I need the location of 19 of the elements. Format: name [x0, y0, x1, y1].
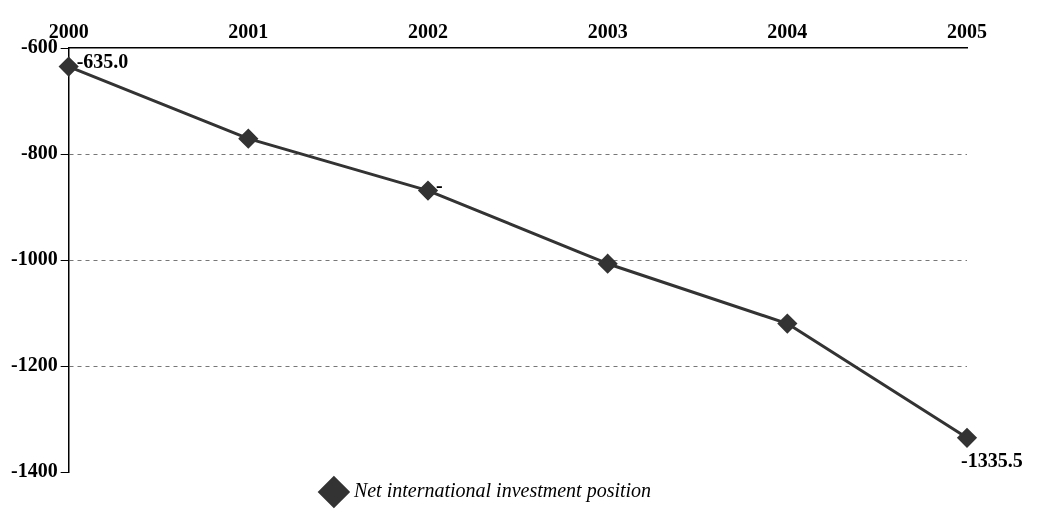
point	[777, 314, 797, 334]
data-label: -1335.5	[961, 448, 1023, 471]
point	[418, 181, 438, 201]
point	[598, 254, 618, 274]
x-tick-label: 2001	[228, 20, 269, 43]
x-tick-label: 2005	[947, 20, 987, 43]
y-tick-label: -800	[20, 141, 58, 164]
point	[59, 57, 79, 77]
x-tick-label: 2003	[587, 20, 628, 43]
y-tick-label: -1200	[10, 353, 58, 376]
data-label: -635.0	[76, 49, 129, 72]
y-tick-label: -1400	[10, 459, 58, 482]
point	[957, 428, 977, 448]
legend-label: Net international investment position	[352, 479, 652, 503]
x-tick-label: 2004	[767, 20, 808, 43]
data-label: -	[436, 173, 443, 196]
point	[238, 129, 258, 149]
x-tick-label: 2002	[408, 20, 448, 43]
y-tick-label: -1000	[10, 247, 58, 270]
